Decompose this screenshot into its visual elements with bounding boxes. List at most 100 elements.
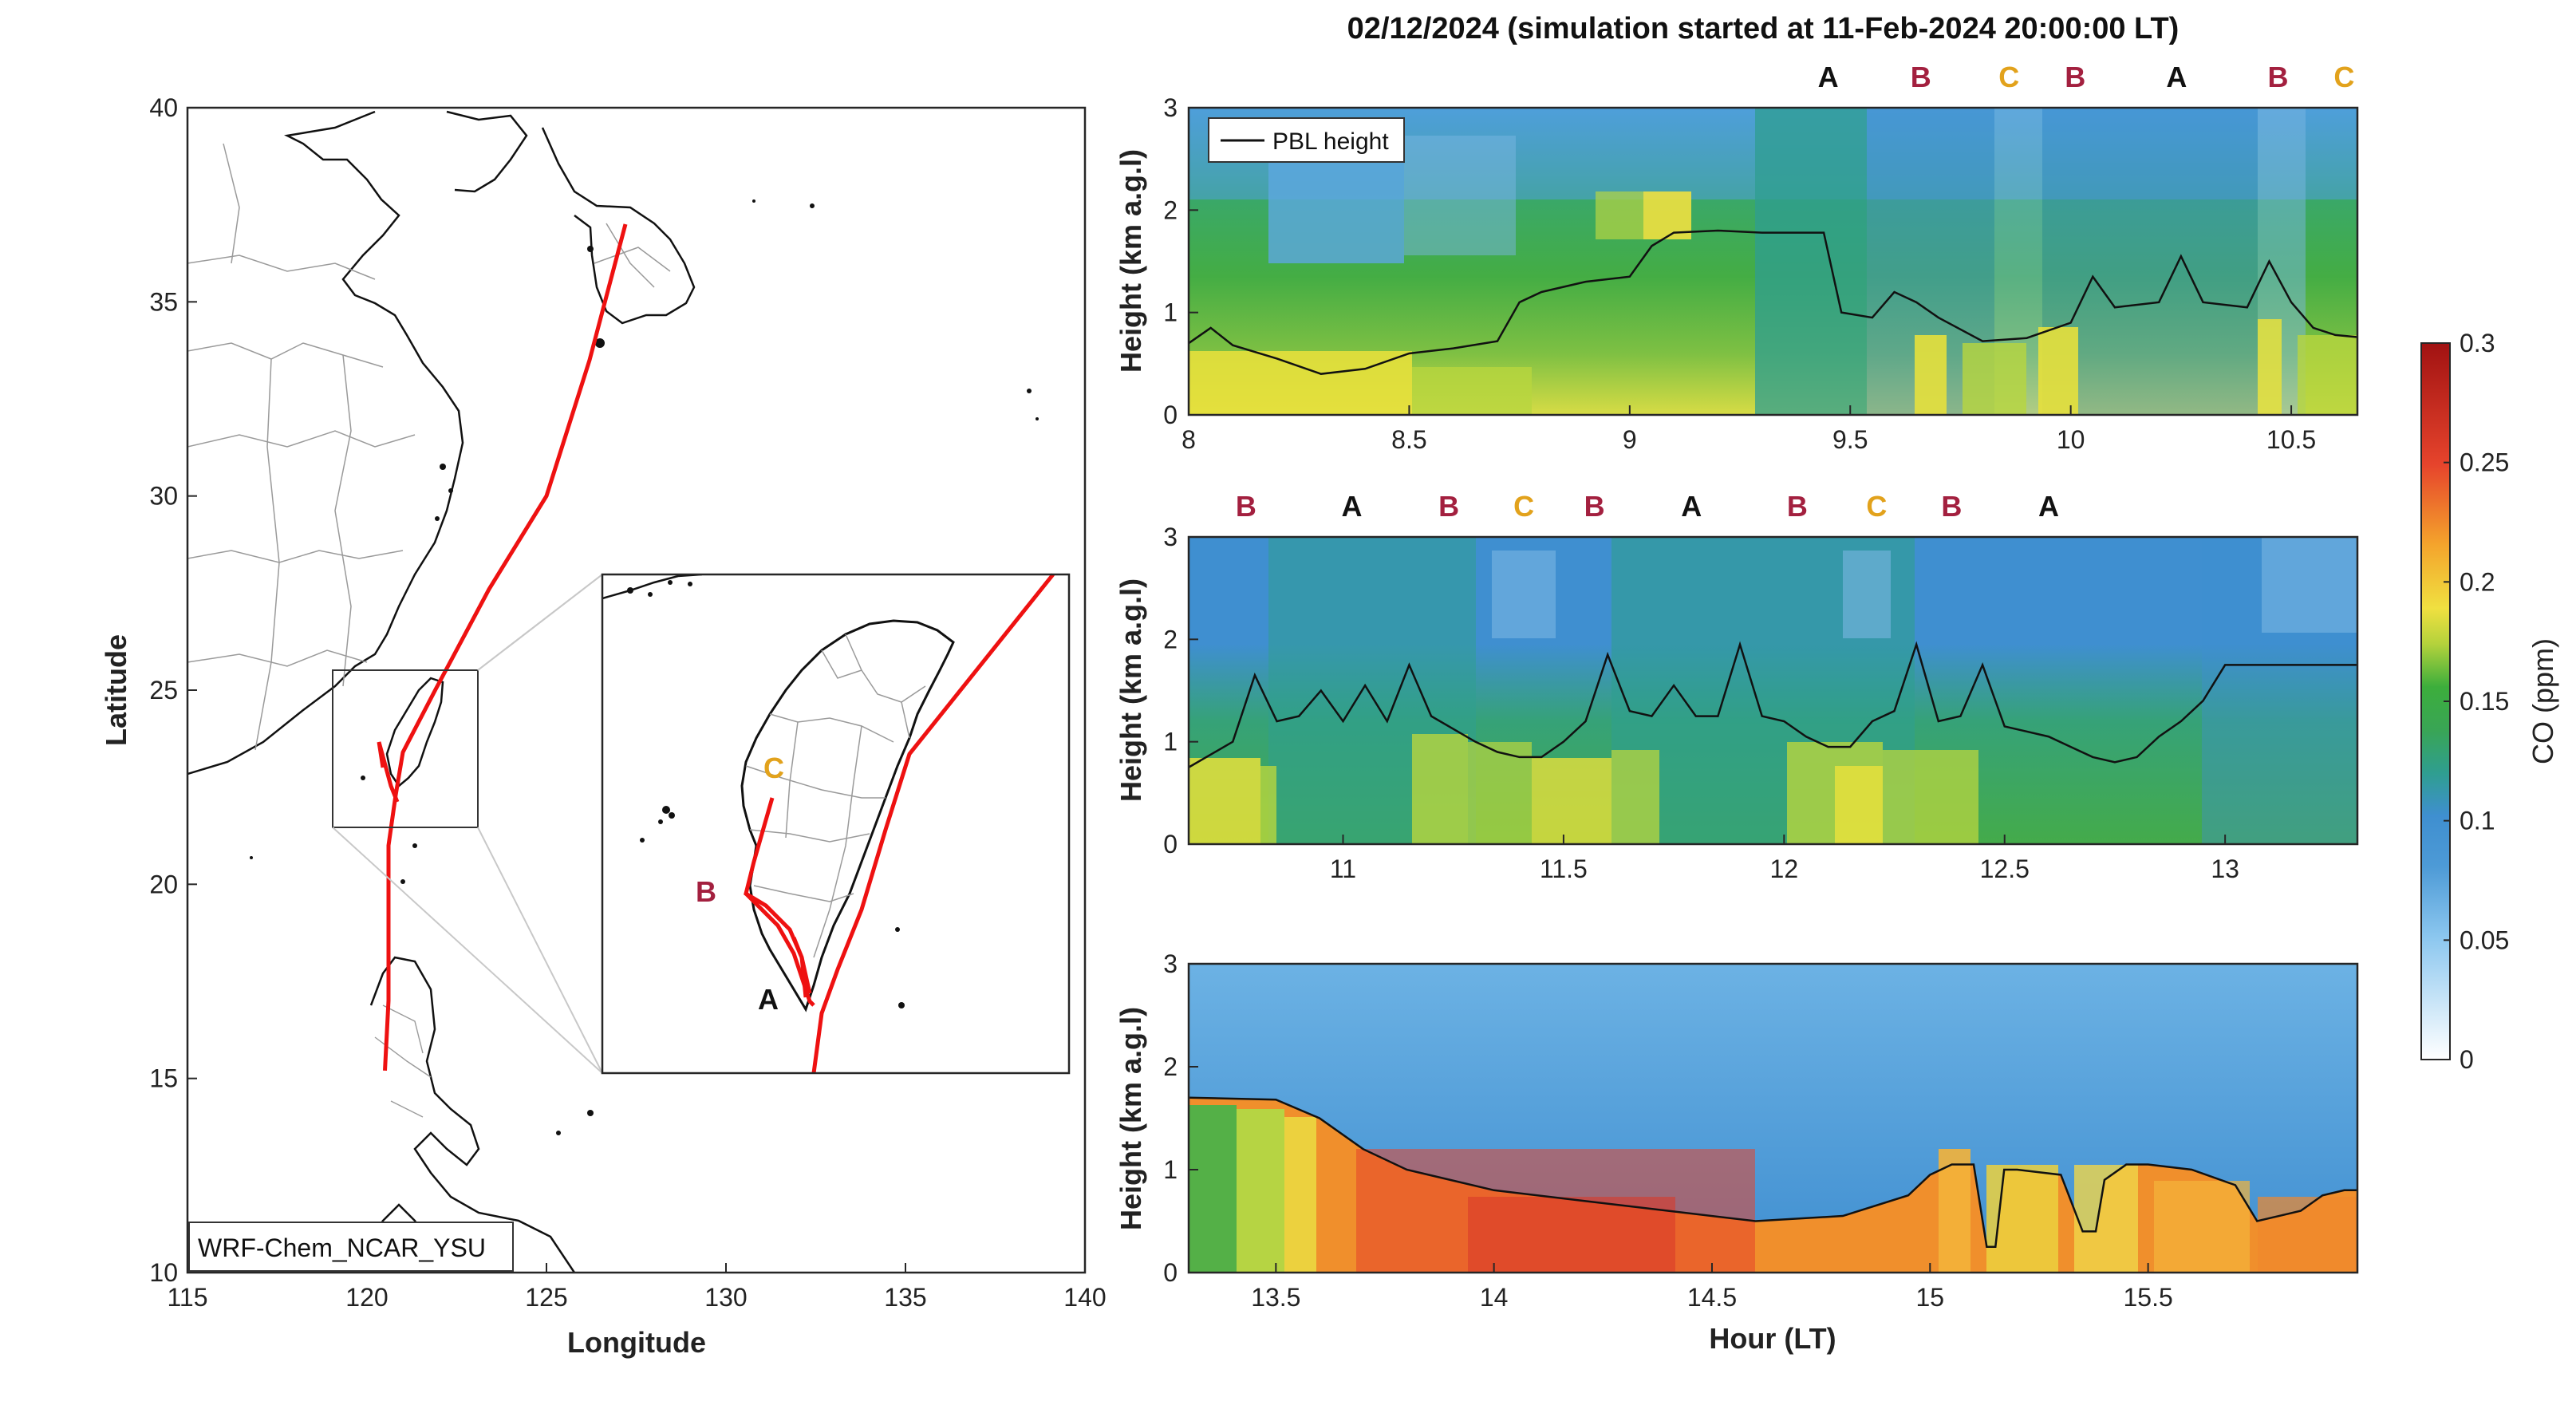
inset-mark-B: B [696, 875, 716, 908]
map-x-tick-label: 120 [345, 1283, 388, 1312]
site-mark-B: B [1911, 61, 1931, 93]
y-tick-label: 0 [1163, 1258, 1178, 1287]
colorbar-tick-label: 0 [2460, 1045, 2474, 1074]
y-tick-label: 3 [1163, 523, 1178, 551]
site-mark-B: B [1236, 490, 1256, 523]
x-tick-label: 12 [1770, 855, 1799, 883]
map-y-ticks: 10 15 20 25 30 35 40 [149, 93, 197, 1287]
panel3-x-label: Hour (LT) [1709, 1322, 1836, 1355]
map-y-tick-label: 20 [149, 870, 178, 898]
site-mark-B: B [2267, 61, 2288, 93]
inset-mark-A: A [758, 983, 779, 1016]
map-x-ticks: 115 120 125 130 135 140 [167, 1263, 1107, 1312]
x-tick-label: 8.5 [1391, 425, 1426, 454]
map-x-tick-label: 140 [1063, 1283, 1106, 1312]
y-tick-label: 0 [1163, 830, 1178, 858]
map-y-tick-label: 35 [149, 287, 178, 316]
site-mark-C: C [2333, 61, 2354, 93]
mainland-coastline [187, 110, 464, 776]
y-tick-label: 1 [1163, 298, 1178, 327]
y-tick-label: 2 [1163, 195, 1178, 224]
panel1-ticks: 8 8.5 9 9.5 10 10.5 0 1 2 3 [1163, 93, 2316, 454]
taiwan-inset: C B A [601, 573, 1071, 1075]
colorbar-tick-label: 0.15 [2460, 687, 2509, 716]
inset-china-coast [602, 574, 703, 600]
map-x-tick-label: 130 [704, 1283, 747, 1312]
site-mark-B: B [1438, 490, 1459, 523]
site-mark-A: A [1681, 490, 1702, 523]
site-mark-B: B [2065, 61, 2085, 93]
inset-trajectory-track [811, 573, 1055, 1074]
map-panel: 115 120 125 130 135 140 10 15 20 25 30 35 40 Longit… [100, 93, 1107, 1359]
map-y-label: Latitude [100, 634, 132, 746]
colorbar-tick-label: 0.2 [2460, 567, 2495, 596]
province-borders [187, 143, 671, 751]
y-tick-label: 3 [1163, 949, 1178, 978]
x-tick-label: 13 [2211, 855, 2239, 883]
korea-coastline [541, 127, 696, 325]
colorbar-ticks: 0 0.05 0.1 0.15 0.2 0.25 0.3 [2444, 329, 2509, 1074]
panel3-y-label: Height (km a.g.l) [1114, 1007, 1147, 1230]
site-mark-B: B [1584, 490, 1605, 523]
site-mark-B: B [1941, 490, 1962, 523]
panel2-y-label: Height (km a.g.l) [1114, 578, 1147, 802]
colorbar-tick-label: 0.25 [2460, 448, 2509, 477]
yellow-sea-coast [446, 110, 528, 193]
inset-extent-box [332, 669, 479, 828]
colorbar-tick-label: 0.05 [2460, 926, 2509, 954]
panel1-y-label: Height (km a.g.l) [1114, 149, 1147, 373]
trajectory-branch [377, 741, 400, 803]
panel2-axes [1187, 535, 2359, 846]
panel3-ticks: 13.5 14 14.5 15 15.5 0 1 2 3 [1163, 949, 2173, 1312]
map-y-tick-label: 40 [149, 93, 178, 122]
map-x-tick-label: 135 [884, 1283, 926, 1312]
x-tick-label: 15.5 [2123, 1283, 2172, 1312]
y-tick-label: 2 [1163, 1052, 1178, 1081]
legend-label: PBL height [1272, 128, 1389, 155]
figure-title: 02/12/2024 (simulation started at 11-Feb… [1347, 12, 2180, 45]
site-mark-C: C [1998, 61, 2019, 93]
colorbar-tick-label: 0.1 [2460, 807, 2495, 835]
panel2-pbl-line [1188, 641, 2357, 768]
model-label-box [188, 1222, 514, 1272]
y-tick-label: 1 [1163, 728, 1178, 756]
site-mark-A: A [1818, 61, 1839, 93]
pbl-legend: PBL height [1208, 117, 1405, 163]
panel2-features [1189, 537, 2357, 844]
site-mark-A: A [1342, 490, 1363, 523]
y-tick-label: 0 [1163, 401, 1178, 429]
site-mark-C: C [1513, 490, 1534, 523]
map-y-tick-label: 15 [149, 1064, 178, 1093]
map-y-tick-label: 10 [149, 1258, 178, 1287]
x-tick-label: 10.5 [2266, 425, 2316, 454]
colorbar: 0 0.05 0.1 0.15 0.2 0.25 0.3 CO (ppm) [2420, 329, 2559, 1074]
inset-taiwan-coastline [740, 619, 955, 1012]
panel3-pbl-line [1188, 1096, 2357, 1248]
map-x-tick-label: 125 [525, 1283, 567, 1312]
y-tick-label: 1 [1163, 1155, 1178, 1184]
heatmap-panel-1: 8 8.5 9 9.5 10 10.5 0 1 2 3 A B C B A B C Height (km a.… [1114, 61, 2359, 454]
site-mark-C: C [1866, 490, 1887, 523]
site-mark-A: A [2166, 61, 2187, 93]
map-x-tick-label: 115 [167, 1283, 207, 1312]
y-tick-label: 3 [1163, 93, 1178, 122]
x-tick-label: 11.5 [1540, 855, 1588, 883]
panel1-pbl-line [1188, 229, 2358, 375]
x-tick-label: 9.5 [1832, 425, 1868, 454]
x-tick-label: 12.5 [1980, 855, 2030, 883]
map-y-tick-label: 30 [149, 482, 178, 511]
trajectory-track [383, 223, 628, 1072]
y-tick-label: 2 [1163, 625, 1178, 653]
map-x-label: Longitude [567, 1326, 706, 1359]
x-tick-label: 14 [1480, 1283, 1509, 1312]
heatmap-panel-3: 13.5 14 14.5 15 15.5 0 1 2 3 Height (km a.g.l) H… [1114, 949, 2359, 1355]
x-tick-label: 15 [1915, 1283, 1944, 1312]
site-mark-A: A [2038, 490, 2059, 523]
x-tick-label: 13.5 [1251, 1283, 1300, 1312]
colorbar-label: CO (ppm) [2527, 638, 2559, 764]
